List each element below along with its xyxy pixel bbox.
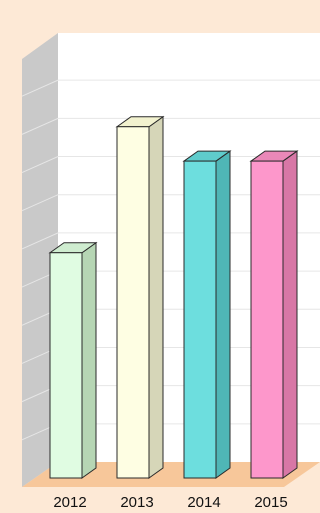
x-axis-tick-labels: 2012 2013 2014 2015 <box>53 494 287 511</box>
x-tick-label: 2015 <box>254 494 287 511</box>
bar <box>182 150 232 479</box>
bar-front <box>250 160 284 479</box>
bar-side <box>81 241 97 479</box>
bars <box>48 115 299 479</box>
gridline <box>21 156 320 174</box>
bar <box>48 241 98 479</box>
bar-side <box>148 115 164 479</box>
bar-side <box>215 150 231 479</box>
bar-front <box>183 160 217 479</box>
chart-side-wall <box>22 33 58 487</box>
bar <box>115 115 165 479</box>
gridline <box>21 79 320 97</box>
x-tick-label: 2012 <box>53 494 86 511</box>
gridline <box>21 232 320 250</box>
bar-front <box>116 126 150 479</box>
bar <box>249 150 299 479</box>
gridline <box>21 194 320 212</box>
gridlines <box>21 79 320 441</box>
gridline <box>21 117 320 135</box>
x-tick-label: 2014 <box>187 494 220 511</box>
bar-front <box>49 252 83 479</box>
x-tick-label: 2013 <box>120 494 153 511</box>
bar-side <box>282 150 298 479</box>
